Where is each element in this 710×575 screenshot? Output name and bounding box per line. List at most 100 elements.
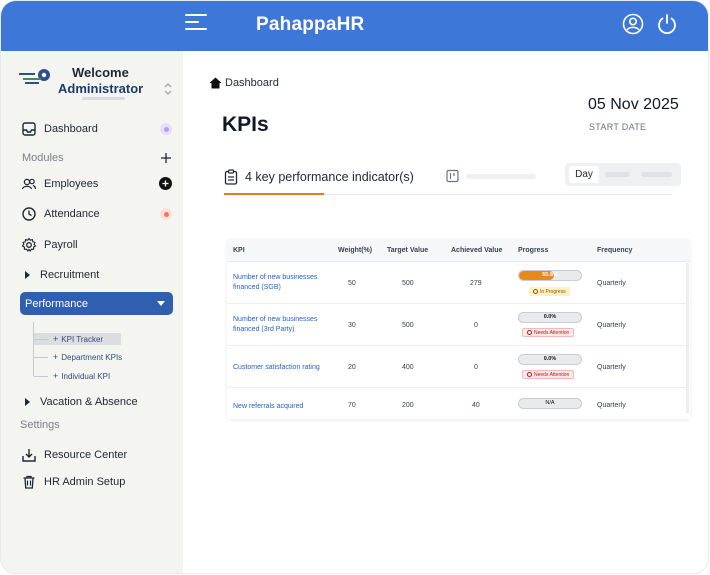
progress-bar: 0.0% [518,354,582,365]
trash-icon [23,475,35,489]
kpi-table: KPI Weight(%) Target Value Achieved Valu… [227,239,690,419]
progress-bar: 0.0% [518,312,582,323]
frequency-cell: Quarterly [597,364,626,371]
brand-title: PahappaHR [256,14,365,35]
clock-icon [22,207,36,221]
sidebar-subitem-individual-kpi[interactable]: + Individual KPI [34,371,110,381]
sidebar-item-label: Performance [25,297,88,310]
board-icon [446,169,459,183]
progress-text: 0.0% [543,314,557,320]
column-header: Target Value [387,247,429,254]
user-icon[interactable] [622,13,644,35]
tab-kpis-label: 4 key performance indicator(s) [245,170,414,184]
divider [82,97,125,100]
sidebar-item-attendance[interactable]: Attendance [21,204,100,224]
sidebar-item-label: Attendance [44,208,100,220]
tab-board-label-placeholder [466,174,536,179]
user-role: Administrator [58,81,144,96]
sidebar-item-label: Payroll [44,239,78,251]
achieved-cell: 40 [472,402,480,409]
sidebar-item-resource-center[interactable]: Resource Center [21,445,127,465]
segment-option[interactable] [605,172,630,177]
column-header: Achieved Value [451,247,503,254]
sidebar-item-label: HR Admin Setup [44,476,126,488]
page-title: KPIs [222,113,269,136]
kpi-name-link[interactable]: New referrals acquired [233,403,304,410]
kpi-name-link[interactable]: Customer satisfaction rating [233,364,320,371]
gear-icon [21,237,37,252]
add-module-icon[interactable] [160,152,172,164]
target-cell: 500 [402,322,414,329]
start-date-label: START DATE [589,122,647,132]
sidebar-item-performance[interactable]: Performance [20,292,173,315]
table-row: New referrals acquired 70 200 40 N/A Qua… [227,388,690,419]
frequency-cell: Quarterly [597,280,626,287]
kpi-name-link[interactable]: Number of new businesses financed (3rd P… [233,316,318,333]
weight-cell: 30 [348,322,356,329]
sidebar-item-vacation[interactable]: Vacation & Absence [21,392,138,412]
breadcrumb[interactable]: Dashboard [209,77,279,89]
column-header: Progress [518,247,549,254]
table-row: Customer satisfaction rating 20 400 0 0.… [227,346,690,388]
sidebar-item-label: Recruitment [40,269,100,281]
progress-text: 55.8% [542,272,558,278]
users-icon [21,178,37,190]
column-header: Frequency [597,247,633,254]
frequency-cell: Quarterly [597,322,626,329]
breadcrumb-link[interactable]: Dashboard [225,77,279,89]
sidebar-item-payroll[interactable]: Payroll [21,235,78,255]
table-scrollbar[interactable] [686,263,689,413]
achieved-cell: 0 [474,322,478,329]
table-row: Number of new businesses financed (3rd P… [227,304,690,346]
sidebar-item-label: Employees [44,178,99,190]
kpi-name-link[interactable]: Number of new businesses financed (SGB) [233,274,318,291]
progress-bar: 55.8% [518,270,582,281]
progress-text: 0.0% [543,356,557,362]
start-date-value[interactable]: 05 Nov 2025 [588,96,679,113]
target-cell: 200 [402,402,414,409]
table-header: KPI Weight(%) Target Value Achieved Valu… [227,239,690,262]
column-header: KPI [233,247,245,254]
sidebar-subitem-department-kpis[interactable]: + Department KPIs [34,352,122,362]
add-employee-icon[interactable] [159,177,172,190]
sidebar-item-recruitment[interactable]: Recruitment [21,265,99,285]
chevron-down-icon [157,301,165,306]
power-icon[interactable] [656,13,678,35]
download-tray-icon [22,449,36,462]
sidebar-item-dashboard[interactable]: Dashboard [21,119,98,139]
progress-bar: N/A [518,398,582,409]
weight-cell: 70 [348,402,356,409]
home-icon [209,77,222,89]
sidebar-item-label: Resource Center [44,449,128,461]
menu-icon[interactable] [185,13,209,33]
sidebar-item-hr-admin[interactable]: HR Admin Setup [21,472,125,492]
achieved-cell: 279 [470,280,482,287]
notification-dot [160,208,172,220]
achieved-cell: 0 [474,364,478,371]
segment-day[interactable]: Day [569,166,599,183]
tab-kpis[interactable]: 4 key performance indicator(s) [224,169,414,185]
sidebar: Welcome Administrator Dashboard Modules [1,51,183,573]
welcome-text: Welcome [72,65,129,80]
tab-board[interactable] [446,169,536,183]
status-badge: Needs Attention [522,370,575,379]
sidebar-item-employees[interactable]: Employees [21,174,98,194]
column-header: Weight(%) [338,247,373,254]
active-tab-indicator [224,193,324,195]
sidebar-subitem-kpi-tracker[interactable]: + KPI Tracker [34,333,122,345]
section-modules: Modules [22,152,64,164]
status-badge: In Progress [529,287,570,296]
notification-dot [160,123,172,135]
frequency-cell: Quarterly [597,402,626,409]
progress-text: N/A [545,400,555,406]
expand-arrow-icon [25,271,30,279]
sidebar-item-label: Vacation & Absence [40,396,138,408]
segment-option[interactable] [641,172,672,177]
status-badge: Needs Attention [522,328,575,337]
switch-account-icon[interactable] [163,81,173,97]
target-cell: 500 [402,280,414,287]
weight-cell: 50 [348,280,356,287]
company-logo-icon [19,69,50,84]
target-cell: 400 [402,364,414,371]
weight-cell: 20 [348,364,356,371]
